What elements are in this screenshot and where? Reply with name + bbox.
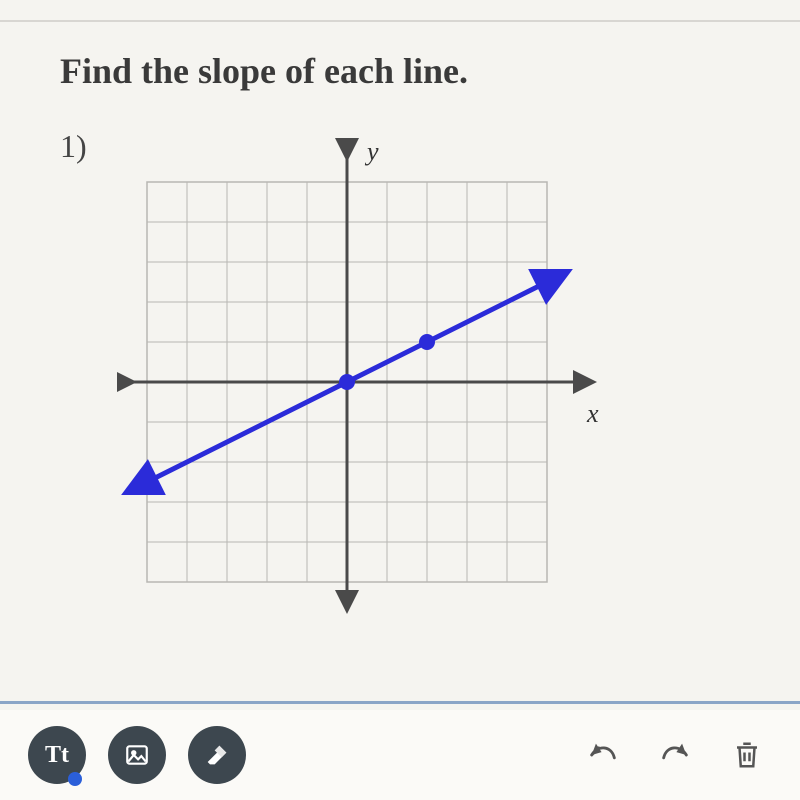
redo-button[interactable] <box>650 730 700 780</box>
x-axis-label: x <box>586 399 599 428</box>
eraser-tool-button[interactable] <box>188 726 246 784</box>
problem-number: 1) <box>60 128 87 165</box>
image-icon <box>124 742 150 768</box>
problem-row: 1) <box>60 122 740 642</box>
highlight-line <box>0 701 800 704</box>
top-divider <box>0 20 800 22</box>
delete-button[interactable] <box>722 730 772 780</box>
coordinate-graph: y x <box>117 122 617 642</box>
graph-container: y x <box>117 122 617 642</box>
toolbar: Tt <box>0 710 800 800</box>
text-tool-indicator <box>68 772 82 786</box>
worksheet-content: Find the slope of each line. 1) <box>0 0 800 642</box>
eraser-icon <box>203 741 231 769</box>
point-2-1 <box>419 334 435 350</box>
text-tool-button[interactable]: Tt <box>28 726 86 784</box>
undo-icon <box>586 738 620 772</box>
image-tool-button[interactable] <box>108 726 166 784</box>
redo-icon <box>658 738 692 772</box>
text-tool-label: Tt <box>45 742 69 769</box>
trash-icon <box>732 740 762 770</box>
y-axis-label: y <box>364 137 379 166</box>
undo-button[interactable] <box>578 730 628 780</box>
instruction-text: Find the slope of each line. <box>60 50 740 92</box>
point-origin <box>339 374 355 390</box>
